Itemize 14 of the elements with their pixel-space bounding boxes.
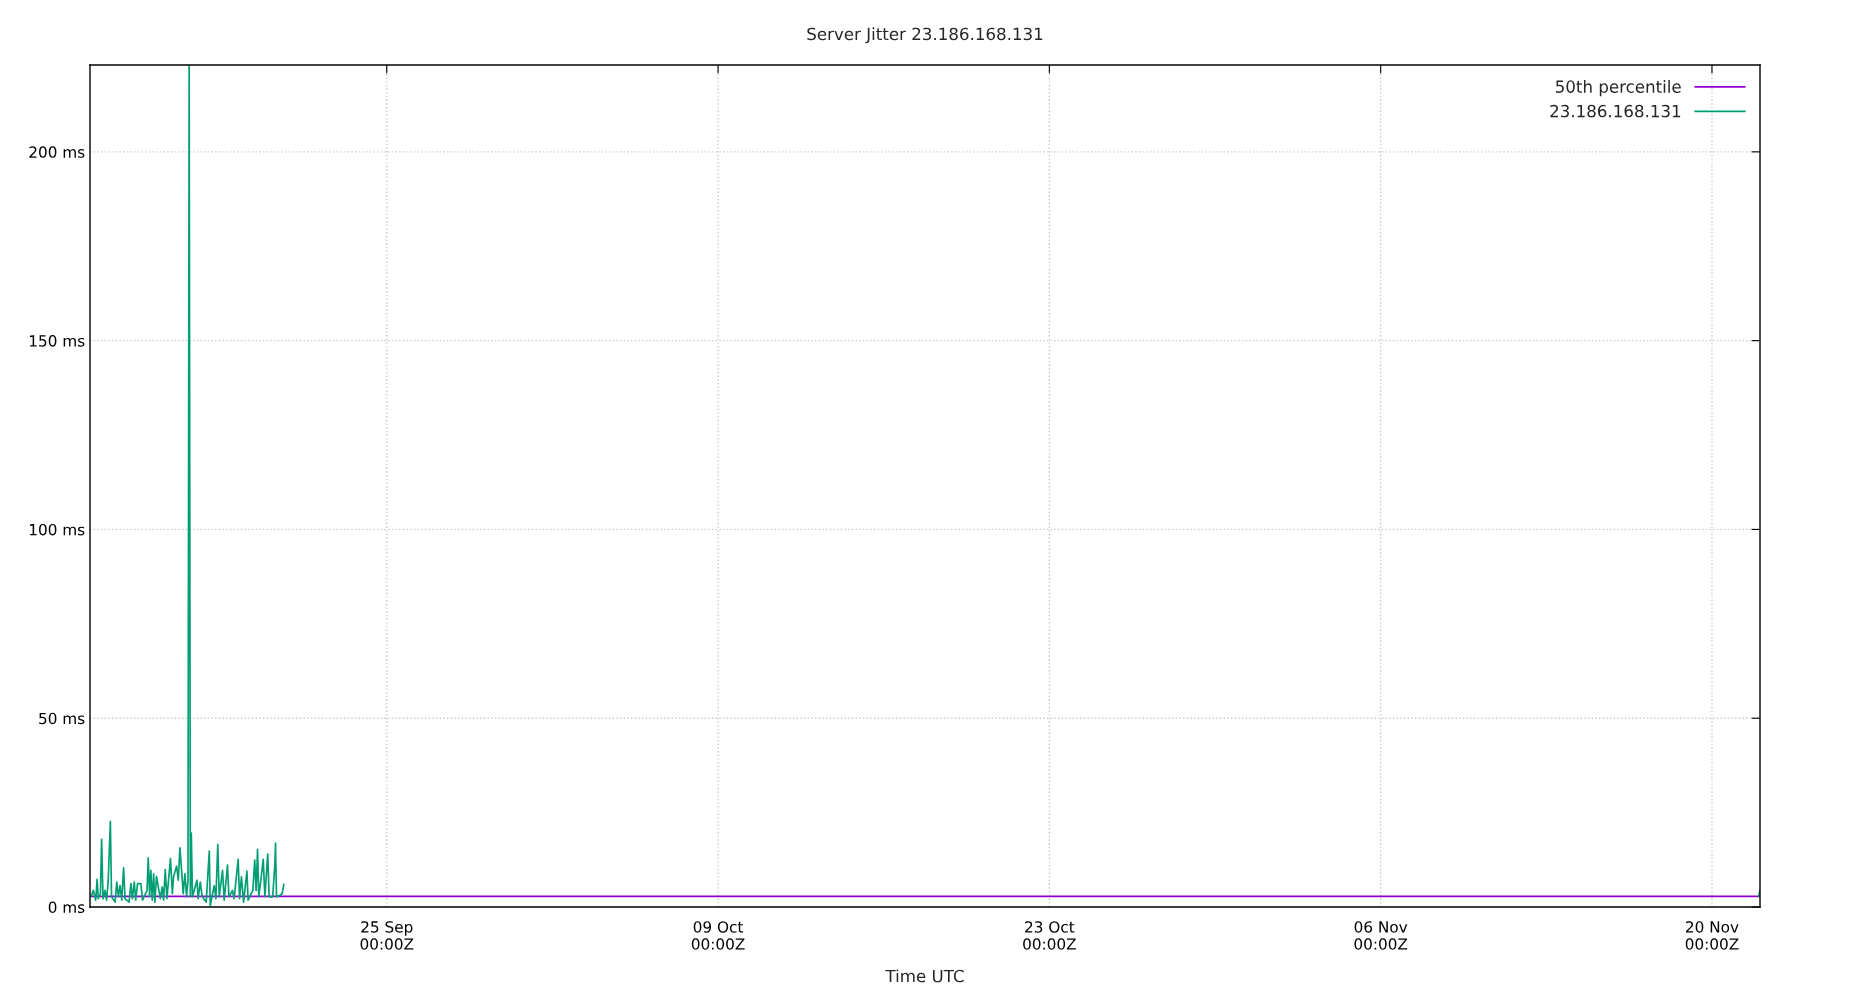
y-tick-label: 0 ms bbox=[48, 901, 85, 914]
x-axis-title: Time UTC bbox=[885, 969, 964, 983]
x-tick-label: 23 Oct 00:00Z bbox=[1023, 921, 1076, 950]
y-tick-label: 200 ms bbox=[29, 146, 85, 158]
y-tick-label: 150 ms bbox=[29, 335, 85, 347]
chart-title: Server Jitter 23.186.168.131 bbox=[807, 27, 1043, 44]
x-tick-label: 09 Oct 00:00Z bbox=[691, 921, 745, 950]
x-tick-label: 25 Sep 00:00Z bbox=[360, 921, 414, 950]
x-tick-label: 20 Nov 00:00Z bbox=[1685, 921, 1739, 950]
y-tick-label: 50 ms bbox=[39, 712, 85, 725]
y-tick-label: 100 ms bbox=[29, 523, 85, 536]
x-tick-label: 06 Nov 00:00Z bbox=[1354, 921, 1408, 950]
legend-label: 23.186.168.131 bbox=[1550, 104, 1681, 118]
legend-label: 50th percentile bbox=[1556, 80, 1681, 97]
